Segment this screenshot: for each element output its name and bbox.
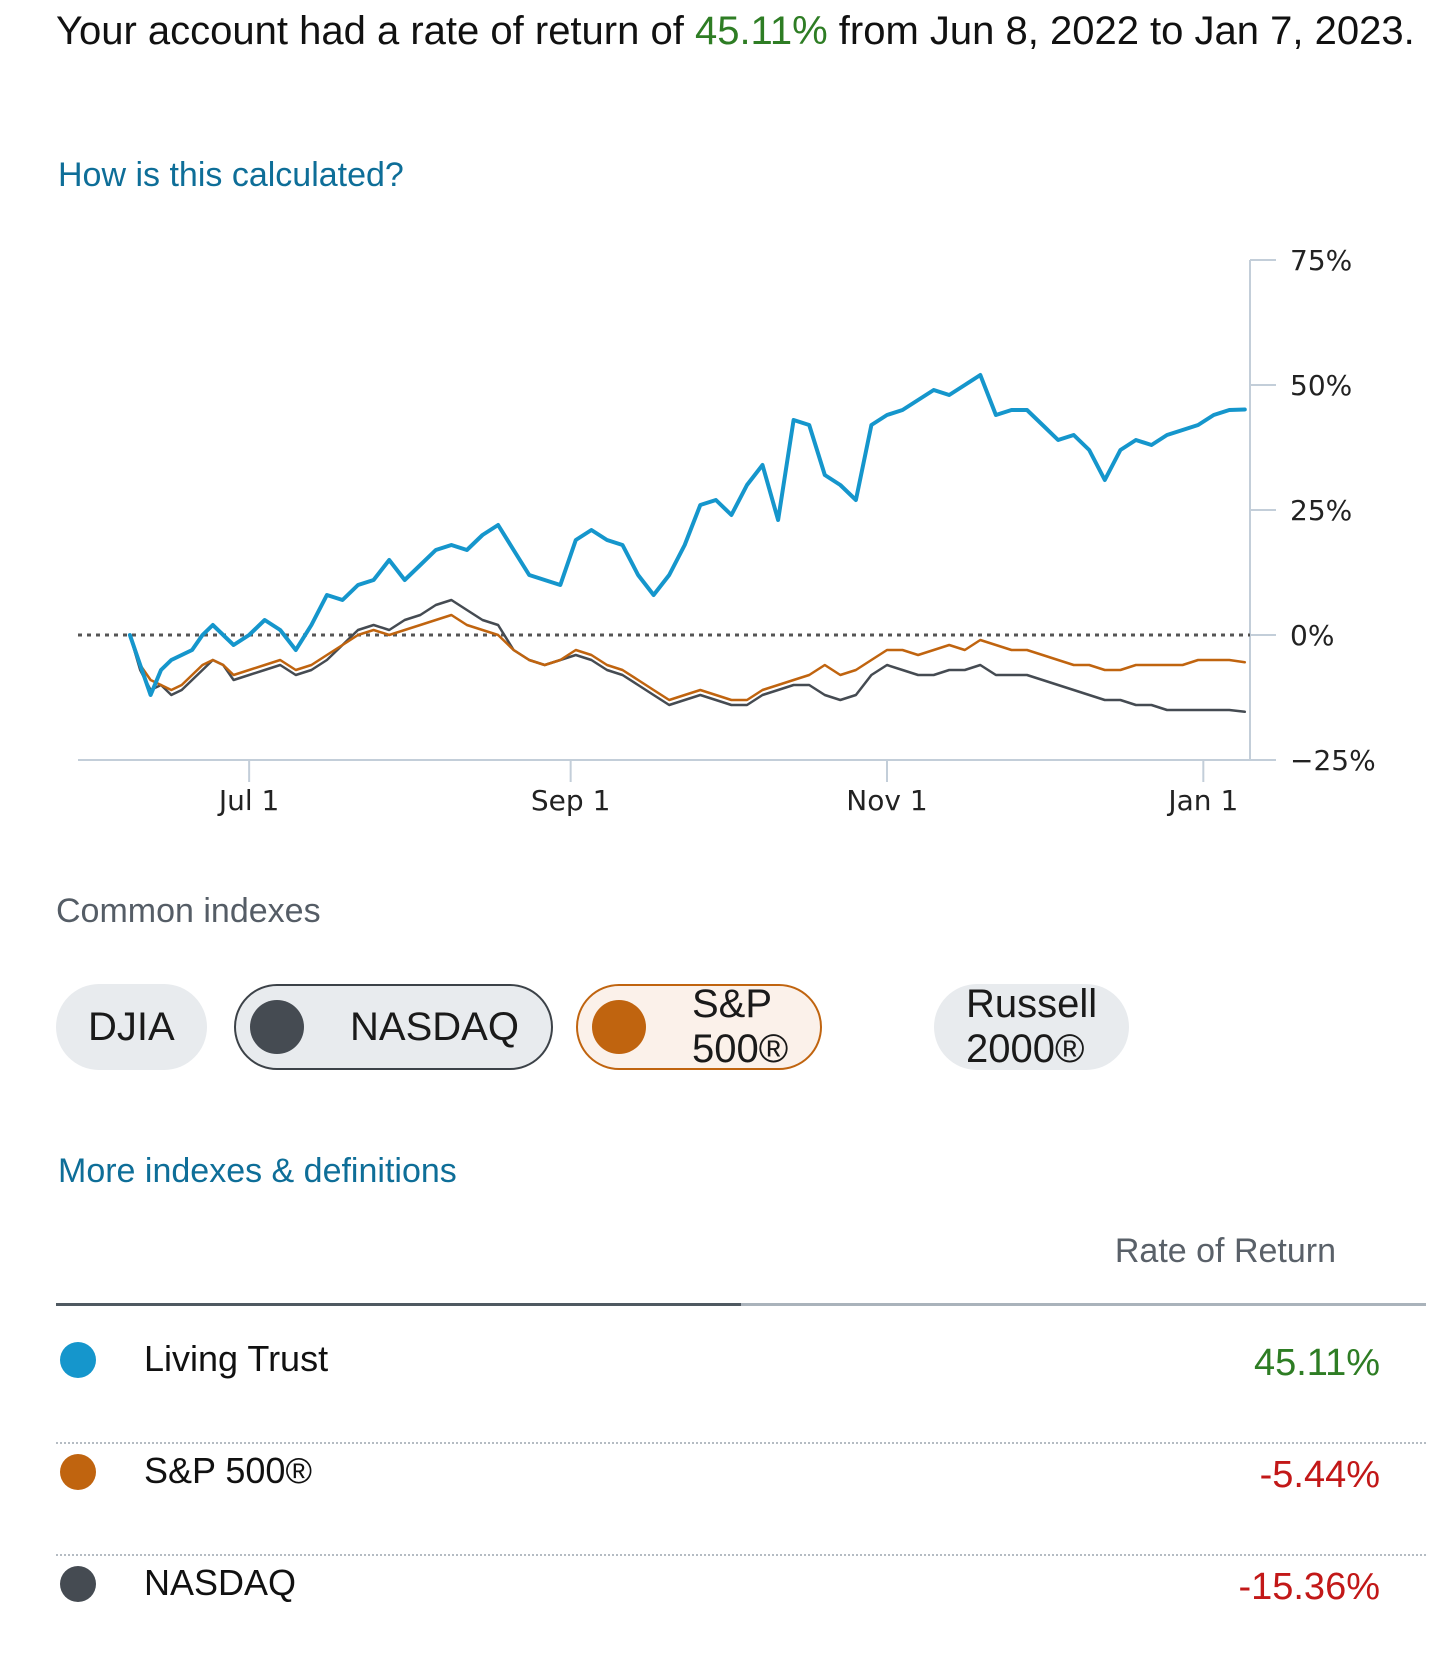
chip-nasdaq-label: NASDAQ — [350, 1004, 519, 1049]
chip-sp500-label: S&P 500® — [692, 982, 789, 1071]
more-indexes-link[interactable]: More indexes & definitions — [58, 1152, 457, 1190]
chip-djia[interactable]: DJIA — [56, 984, 207, 1070]
chip-djia-label: DJIA — [88, 1004, 175, 1049]
table-row: NASDAQ -15.36% — [56, 1556, 1426, 1668]
series-line-nasdaq — [128, 598, 1247, 714]
x-tick-label: Nov 1 — [846, 784, 927, 817]
table-divider — [56, 1303, 1426, 1306]
summary-suffix: from Jun 8, 2022 to Jan 7, 2023. — [827, 9, 1415, 53]
nasdaq-row-dot-icon — [60, 1566, 96, 1602]
series-line-s-p-500 — [128, 613, 1247, 702]
y-tick-label: 0% — [1290, 619, 1334, 652]
nasdaq-dot-icon — [250, 1000, 304, 1054]
row-name: S&P 500® — [144, 1450, 312, 1491]
y-tick-label: 50% — [1290, 369, 1352, 402]
living-trust-dot-icon — [60, 1342, 96, 1378]
row-divider — [56, 1554, 1426, 1556]
y-tick-label: −25% — [1290, 744, 1376, 777]
performance-chart: 75% 50% 25% 0% −25% Jul 1 Sep 1 Nov 1 Jan 1 — [78, 244, 1376, 817]
table-row: Living Trust 45.11% — [56, 1332, 1426, 1444]
sp500-dot-icon — [592, 1000, 646, 1054]
return-summary: Your account had a rate of return of 45.… — [56, 0, 1426, 62]
chip-nasdaq[interactable]: NASDAQ — [234, 984, 553, 1070]
summary-prefix: Your account had a rate of return of — [56, 9, 695, 53]
chip-russell2000[interactable]: Russell 2000® — [934, 982, 1130, 1071]
row-name: NASDAQ — [144, 1562, 297, 1603]
row-value: -15.36% — [1238, 1566, 1380, 1608]
row-name: Living Trust — [144, 1338, 329, 1379]
summary-rate: 45.11% — [694, 9, 828, 53]
chip-sp500[interactable]: S&P 500® — [576, 982, 823, 1071]
row-value: 45.11% — [1253, 1342, 1380, 1384]
row-divider — [56, 1442, 1426, 1444]
table-row: S&P 500® -5.44% — [56, 1444, 1426, 1556]
x-tick-label: Jul 1 — [217, 784, 280, 817]
x-tick-label: Sep 1 — [531, 784, 611, 817]
y-tick-label: 25% — [1290, 494, 1352, 527]
common-indexes-title: Common indexes — [56, 892, 321, 930]
how-calculated-link[interactable]: How is this calculated? — [58, 156, 404, 194]
x-tick-label: Jan 1 — [1166, 784, 1238, 817]
sp500-row-dot-icon — [60, 1454, 96, 1490]
row-value: -5.44% — [1259, 1454, 1380, 1496]
chip-russell-label: Russell 2000® — [966, 982, 1098, 1071]
series-line-living-trust — [127, 373, 1247, 697]
rate-of-return-header: Rate of Return — [1114, 1232, 1336, 1270]
y-tick-label: 75% — [1290, 244, 1352, 277]
